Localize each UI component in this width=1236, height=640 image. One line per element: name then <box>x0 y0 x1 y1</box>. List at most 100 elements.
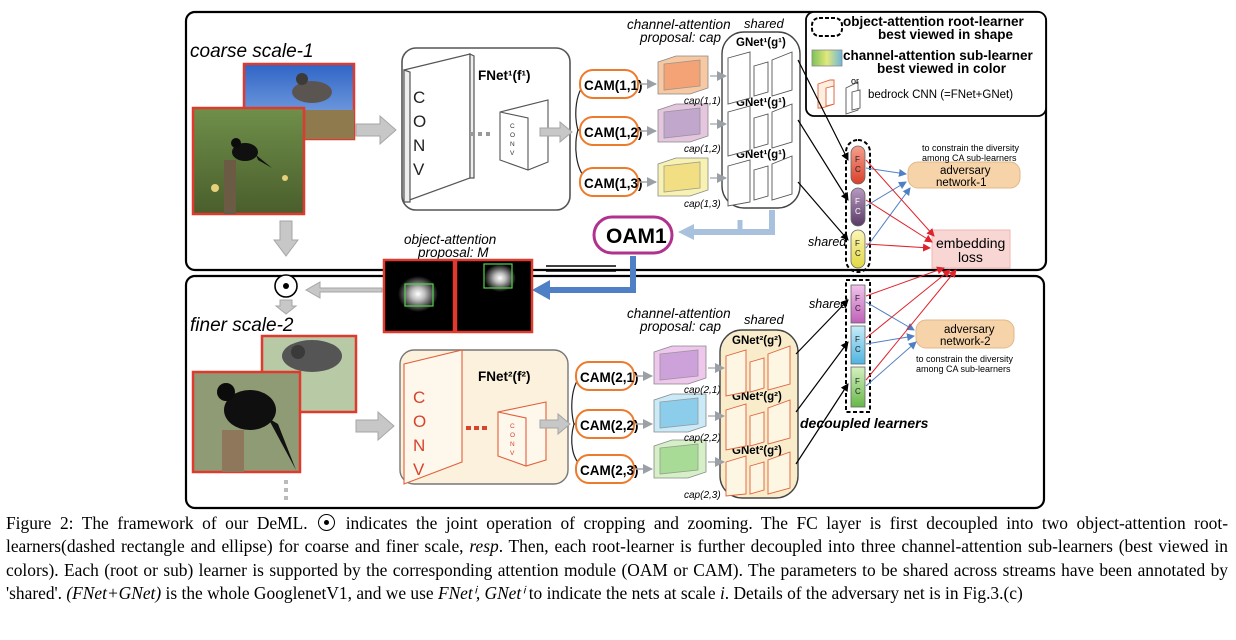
svg-text:F: F <box>855 335 860 344</box>
conv-prism-bottom <box>403 349 463 485</box>
finer-input-images <box>191 334 358 474</box>
embedding-loss <box>931 229 1011 269</box>
svg-text:F: F <box>855 155 860 164</box>
gnet-to-oam-arrow <box>690 210 775 235</box>
dots-top <box>470 132 490 136</box>
svg-text:O: O <box>510 132 515 139</box>
coarse-fc-units <box>850 145 866 269</box>
svg-text:GNet²(g²): GNet²(g²) <box>732 335 782 347</box>
proposal-to-odot-arrow <box>304 281 383 299</box>
figure-caption: Figure 2: The framework of our DeML. ind… <box>6 512 1228 605</box>
ca-proposal-top-1: channel-attention <box>627 17 731 32</box>
caption-s3: . Then, each root-learner is further dec… <box>6 536 1228 603</box>
caption-resp: resp <box>469 536 499 557</box>
cams-bottom: CAM(2,1) CAM(2,2) CAM(2,3) <box>575 361 639 484</box>
constrain-text-bottom-2: among CA sub-learners <box>916 364 1011 374</box>
svg-text:cap(1,2): cap(1,2) <box>684 144 721 155</box>
coarse-scale-label: coarse scale-1 <box>190 41 314 62</box>
svg-text:GNet¹(g¹): GNet¹(g¹) <box>736 149 786 161</box>
svg-text:F: F <box>855 239 860 248</box>
svg-text:network-1: network-1 <box>936 177 987 189</box>
cam-1-2: CAM(1,2) <box>584 125 643 140</box>
attention-maps <box>382 258 534 334</box>
finer-panel <box>184 274 1046 510</box>
legend-bedrock-icons <box>817 79 861 115</box>
svg-text:cap(1,3): cap(1,3) <box>684 199 721 210</box>
svg-text:N: N <box>413 136 425 155</box>
cam-1-3: CAM(1,3) <box>584 176 643 191</box>
small-conv-bottom <box>497 401 547 467</box>
legend-or: or <box>851 76 859 86</box>
cam-2-1: CAM(2,1) <box>580 370 639 385</box>
shared-label-bottom: shared <box>744 312 785 327</box>
fc-to-adversary-arrows <box>865 167 917 387</box>
svg-text:loss: loss <box>958 249 983 265</box>
cap-cubes-bottom <box>653 345 707 479</box>
ca-proposal-bottom-2: proposal: cap <box>639 319 722 334</box>
svg-text:F: F <box>855 197 860 206</box>
adversary-network-2 <box>915 319 1015 349</box>
caption-s5: to indicate the nets at scale <box>528 582 716 603</box>
oa-proposal-1: object-attention <box>404 232 496 247</box>
oam1-label: OAM1 <box>606 225 667 248</box>
svg-text:C: C <box>413 88 425 107</box>
svg-text:F: F <box>855 294 860 303</box>
svg-text:embedding: embedding <box>936 235 1005 251</box>
svg-text:O: O <box>413 112 426 131</box>
cap-to-gnet1 <box>710 71 727 183</box>
caption-math3: i <box>719 582 725 603</box>
svg-text:V: V <box>413 460 425 479</box>
cam-2-3: CAM(2,3) <box>580 463 639 478</box>
legend-ca-swatch <box>811 49 843 67</box>
legend-box <box>805 11 1047 117</box>
svg-text:C: C <box>855 304 861 313</box>
caption-s1: The framework of our DeML. <box>81 513 308 533</box>
constrain-text-bottom-1: to constrain the diversity <box>916 354 1014 364</box>
legend-oa-swatch <box>811 17 843 37</box>
cap-to-gnet2 <box>708 363 725 467</box>
svg-text:C: C <box>510 123 515 130</box>
crop-zoom-operator <box>274 274 298 298</box>
finer-fc-units <box>850 284 866 408</box>
svg-text:C: C <box>413 388 425 407</box>
caption-math2: FNetⁱ, GNetⁱ <box>437 582 525 603</box>
gnet1-shapes <box>727 51 793 207</box>
svg-text:cap(1,1): cap(1,1) <box>684 96 721 107</box>
cap-labels-top: cap(1,1) cap(1,2) cap(1,3) <box>684 96 721 210</box>
gnet2-shapes <box>725 345 791 497</box>
cams-top: CAM(1,1) CAM(1,2) CAM(1,3) <box>579 69 643 197</box>
legend-oa-root-sub: best viewed in shape <box>878 27 1014 42</box>
svg-text:network-2: network-2 <box>940 336 991 348</box>
svg-text:C: C <box>855 207 861 216</box>
caption-s6: . Details of the adversary net is in Fig… <box>724 582 1023 603</box>
legend-ca-sub: channel-attention sub-learner <box>843 48 1034 63</box>
cam-1-1: CAM(1,1) <box>584 78 643 93</box>
cap-labels-bottom: cap(2,1) cap(2,2) cap(2,3) <box>684 385 721 501</box>
oam1-box <box>592 215 674 255</box>
cap-cubes-top <box>657 55 709 197</box>
zoom-lines <box>546 265 616 272</box>
svg-text:N: N <box>510 441 515 448</box>
svg-text:F: F <box>855 377 860 386</box>
svg-text:V: V <box>510 450 515 457</box>
svg-text:cap(2,2): cap(2,2) <box>684 433 721 444</box>
legend-ca-sub-sub: best viewed in color <box>877 61 1007 76</box>
small-conv-top <box>499 99 549 171</box>
dots-bottom <box>466 426 487 430</box>
svg-text:V: V <box>413 160 425 179</box>
caption-s2: indicates the joint operation of croppin… <box>6 513 1228 557</box>
svg-text:adversary: adversary <box>944 324 995 336</box>
gnet-to-fc-arrows <box>795 59 849 465</box>
svg-text:C: C <box>855 387 861 396</box>
coarse-panel <box>184 10 1048 272</box>
svg-text:C: C <box>855 345 861 354</box>
constrain-text-top-2: among CA sub-learners <box>922 153 1017 163</box>
coarse-fc-root <box>845 139 871 273</box>
decoupled-learners-label: decoupled learners <box>800 415 929 431</box>
shared-label-coarse-fc: shared <box>808 235 847 249</box>
gnet1-labels: GNet¹(g¹) GNet¹(g¹) GNet¹(g¹) <box>736 37 786 161</box>
svg-text:GNet²(g²): GNet²(g²) <box>732 391 782 403</box>
legend-bedrock: bedrock CNN (=FNet+GNet) <box>868 89 1013 101</box>
svg-text:N: N <box>413 436 425 455</box>
svg-text:adversary: adversary <box>940 165 991 177</box>
